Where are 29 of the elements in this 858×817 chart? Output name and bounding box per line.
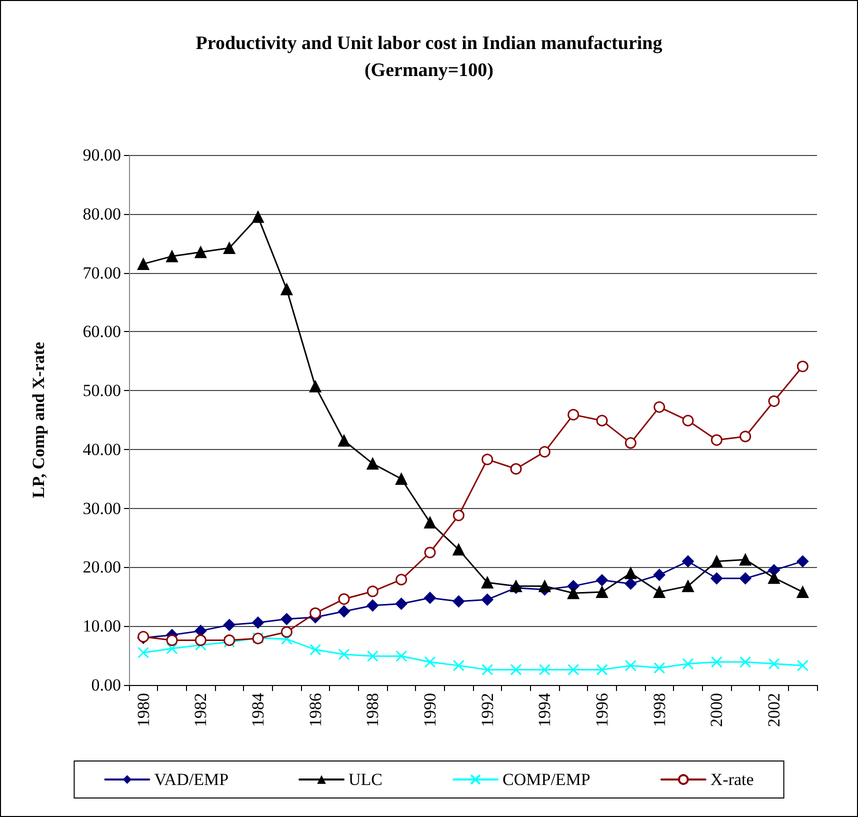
y-tick-label: 50.00 — [82, 381, 121, 400]
x-tick-label: 1986 — [306, 693, 325, 727]
x-tick-label: 2000 — [707, 693, 726, 727]
chart-subtitle: (Germany=100) — [364, 60, 494, 81]
x-tick-label: 2002 — [764, 693, 784, 727]
chart-title: Productivity and Unit labor cost in Indian manufacturing — [196, 33, 663, 54]
x-tick-label: 1982 — [191, 693, 210, 727]
y-axis-title: LP, Comp and X-rate — [29, 341, 48, 498]
legend-label: X-rate — [710, 770, 754, 789]
y-tick-label: 70.00 — [82, 263, 121, 282]
x-tick-label: 1996 — [592, 693, 612, 727]
x-tick-label: 1988 — [363, 693, 382, 727]
x-tick-label: 1980 — [134, 693, 153, 727]
x-tick-label: 1990 — [420, 693, 440, 727]
y-tick-label: 80.00 — [82, 204, 121, 224]
y-tick-label: 0.00 — [91, 676, 121, 694]
x-tick-label: 1994 — [535, 692, 554, 727]
y-tick-label: 20.00 — [82, 558, 121, 577]
y-tick-label: 90.00 — [82, 146, 121, 164]
x-tick-label: 1984 — [248, 692, 268, 727]
x-tick-label: 1992 — [478, 693, 497, 727]
y-tick-label: 40.00 — [82, 440, 121, 459]
y-tick-label: 30.00 — [82, 498, 121, 518]
y-tick-label: 10.00 — [82, 616, 121, 636]
legend-label: COMP/EMP — [502, 770, 590, 789]
x-tick-label: 1998 — [650, 693, 669, 727]
y-tick-label: 60.00 — [82, 322, 121, 342]
legend-label: ULC — [348, 770, 383, 789]
legend-label: VAD/EMP — [154, 770, 229, 789]
